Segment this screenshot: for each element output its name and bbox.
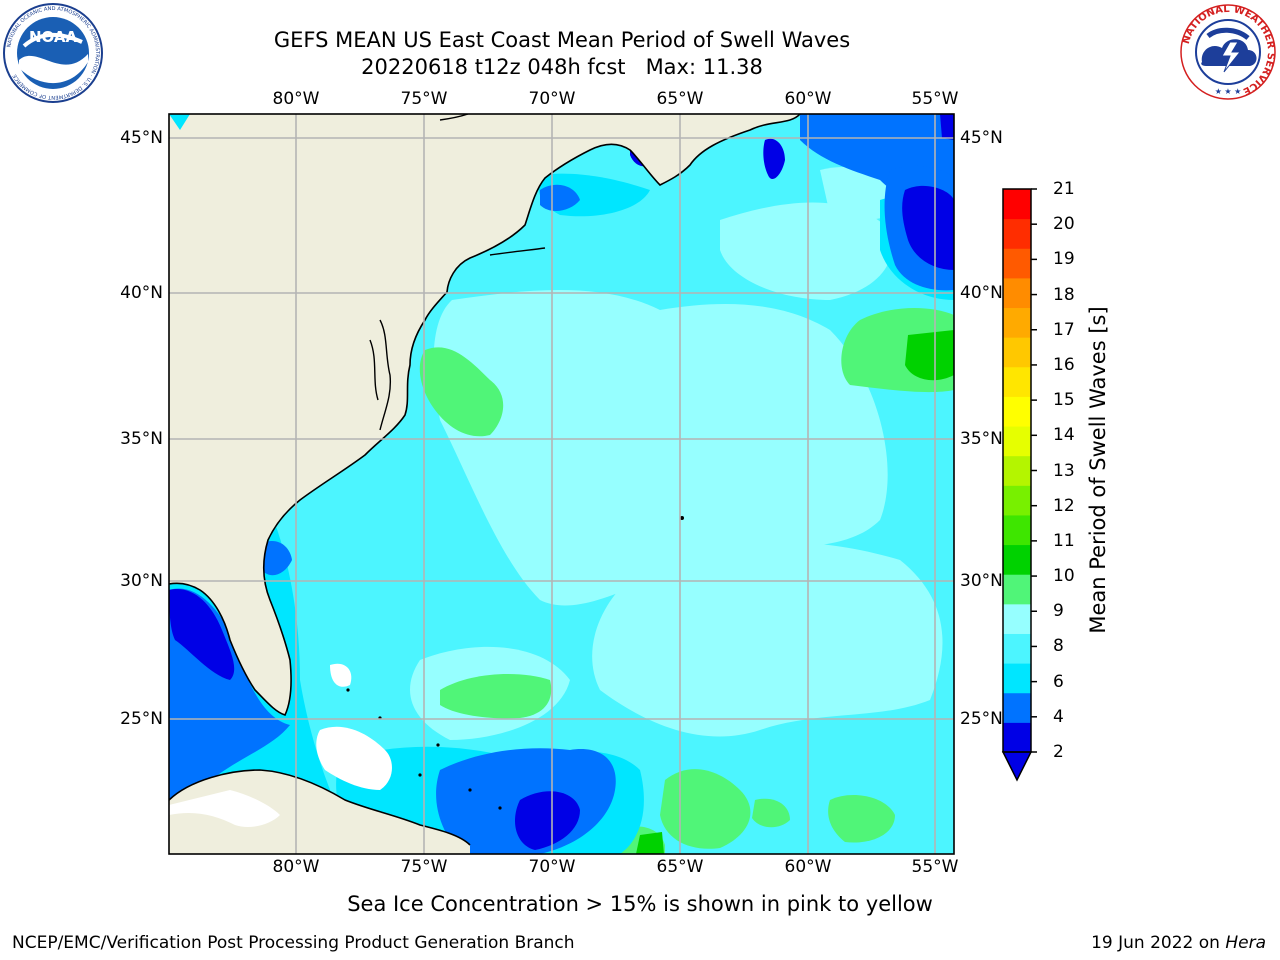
colorbar-tick-label: 12 — [1053, 495, 1075, 516]
lon-label-top: 55°W — [911, 89, 959, 109]
colorbar-tick-label: 15 — [1053, 390, 1075, 411]
colorbar-tick-label: 18 — [1053, 284, 1075, 305]
colorbar-swatch — [1003, 603, 1031, 634]
colorbar-title: Mean Period of Swell Waves [s] — [1086, 306, 1110, 634]
lat-label-right: 45°N — [960, 128, 1003, 148]
lon-label-bottom: 75°W — [400, 857, 448, 877]
swell-band-9-10 — [419, 347, 504, 437]
colorbar-swatch — [1003, 722, 1031, 753]
colorbar-swatch — [1003, 426, 1031, 457]
land-north-america — [169, 114, 800, 715]
lat-label-right: 40°N — [960, 283, 1003, 303]
colorbar-swatch — [1003, 485, 1031, 516]
colorbar-tick-label: 19 — [1053, 249, 1075, 270]
lat-label-right: 25°N — [960, 709, 1003, 729]
noaa-logo-text: NOAA — [29, 28, 78, 46]
colorbar-tick-label: 11 — [1053, 530, 1075, 551]
footer-date: 19 Jun 2022 on Hera — [1091, 933, 1266, 953]
lon-label-top: 60°W — [784, 89, 832, 109]
colorbar-swatch — [1003, 544, 1031, 575]
colorbar-tick-label: 20 — [1053, 214, 1075, 235]
colorbar-tick-label: 13 — [1053, 460, 1075, 481]
colorbar-swatch — [1003, 218, 1031, 249]
colorbar-tick-label: 8 — [1053, 636, 1064, 657]
graticule — [169, 114, 954, 854]
lon-label-bottom: 70°W — [528, 857, 576, 877]
sea-ice-caption: Sea Ice Concentration > 15% is shown in … — [347, 892, 933, 916]
svg-text:★ ★ ★: ★ ★ ★ — [1215, 87, 1242, 96]
colorbar-swatch — [1003, 248, 1031, 279]
colorbar-swatch — [1003, 366, 1031, 397]
lon-label-top: 70°W — [528, 89, 576, 109]
land-cuba — [169, 770, 470, 854]
lat-label-left: 40°N — [120, 283, 163, 303]
colorbar-tick-label: 6 — [1053, 671, 1064, 692]
map-frame — [168, 113, 955, 855]
colorbar-swatch — [1003, 277, 1031, 309]
colorbar-swatch — [1003, 692, 1031, 723]
swell-band-below-2 — [169, 589, 235, 680]
colorbar-swatch — [1003, 189, 1031, 220]
colorbar-tick-label: 14 — [1053, 425, 1075, 446]
lat-label-left: 30°N — [120, 571, 163, 591]
colorbar-swatch — [1003, 514, 1031, 546]
lon-label-bottom: 65°W — [656, 857, 704, 877]
colorbar-tick-label: 10 — [1053, 566, 1075, 587]
footer-date-text: 19 Jun 2022 on — [1091, 933, 1226, 953]
colorbar-swatch — [1003, 574, 1031, 605]
lat-label-left: 35°N — [120, 429, 163, 449]
colorbar-tick-label: 17 — [1053, 319, 1075, 340]
noaa-logo: NOAA NATIONAL OCEANIC AND ATMOSPHERIC AD… — [2, 2, 104, 104]
footer-credit: NCEP/EMC/Verification Post Processing Pr… — [12, 933, 575, 953]
lat-label-right: 35°N — [960, 429, 1003, 449]
colorbar-swatch — [1003, 633, 1031, 664]
no-data-bahamas — [316, 726, 392, 790]
nws-logo: NATIONAL WEATHER SERVICE ★ ★ ★ — [1178, 2, 1278, 102]
coastline — [169, 114, 801, 716]
colorbar-tick-label: 4 — [1053, 706, 1064, 727]
colorbar-swatch — [1003, 396, 1031, 427]
island-markers — [346, 516, 684, 810]
colorbar-tick-label: 9 — [1053, 601, 1064, 622]
colorbar-tick-label: 16 — [1053, 354, 1075, 375]
lon-label-bottom: 55°W — [911, 857, 959, 877]
lat-label-left: 45°N — [120, 128, 163, 148]
lon-label-top: 75°W — [400, 89, 448, 109]
map-title: GEFS MEAN US East Coast Mean Period of S… — [273, 28, 851, 52]
colorbar-swatch — [1003, 337, 1031, 368]
colorbar-swatch — [1003, 455, 1031, 486]
lat-label-right: 30°N — [960, 571, 1003, 591]
lon-label-bottom: 60°W — [784, 857, 832, 877]
lon-label-bottom: 80°W — [272, 857, 320, 877]
swell-band-8-9 — [433, 290, 888, 606]
lon-label-top: 80°W — [272, 89, 320, 109]
colorbar-swatch — [1003, 307, 1031, 338]
map-subtitle: 20220618 t12z 048h fcst Max: 11.38 — [361, 55, 763, 79]
colorbar-swatch — [1003, 663, 1031, 694]
colorbar-tick-label: 21 — [1053, 179, 1075, 199]
colorbar-tick-label: 2 — [1053, 742, 1064, 762]
colorbar-extend-arrow — [1001, 751, 1033, 782]
lon-label-top: 65°W — [656, 89, 704, 109]
lat-label-left: 25°N — [120, 709, 163, 729]
footer-machine: Hera — [1225, 933, 1266, 953]
